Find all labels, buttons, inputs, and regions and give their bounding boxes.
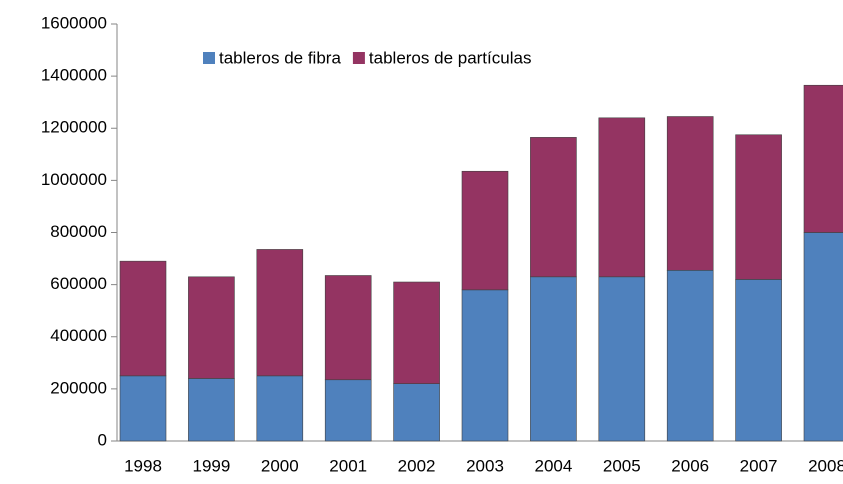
x-tick-label: 1998 (124, 456, 162, 475)
bar-segment (598, 276, 646, 442)
bar-segment (393, 281, 440, 384)
bar-segment (461, 170, 509, 291)
bar-segment (188, 378, 235, 442)
y-tick-label: 400000 (50, 326, 107, 345)
x-tick-label: 2006 (671, 456, 709, 475)
bar-segment (256, 375, 304, 442)
bar-segment (188, 276, 235, 379)
bar-segment (393, 383, 440, 442)
x-tick-label: 2002 (398, 456, 436, 475)
x-tick-label: 2008 (808, 456, 843, 475)
bar-segment (803, 232, 843, 442)
y-tick-label: 600000 (50, 274, 107, 293)
bar-segment (324, 379, 372, 442)
legend-swatch (352, 52, 365, 64)
bar-segment (598, 117, 646, 278)
x-tick-label: 2004 (534, 456, 572, 475)
bar-segment (666, 269, 714, 442)
bar-segment (666, 116, 714, 271)
x-tick-label: 2000 (261, 456, 299, 475)
y-tick-label: 1600000 (41, 13, 107, 32)
bar-segment (324, 275, 372, 381)
bar-segment (461, 289, 509, 442)
bar-segment (119, 260, 167, 377)
bar-segment (256, 249, 304, 377)
bar-segment (735, 279, 782, 442)
bar-segment (530, 137, 577, 278)
y-tick-label: 1200000 (41, 118, 107, 137)
x-tick-label: 2005 (603, 456, 641, 475)
bar-segment (119, 375, 167, 442)
x-tick-label: 1999 (192, 456, 230, 475)
legend-swatch (203, 52, 215, 64)
y-tick-label: 1000000 (41, 170, 107, 189)
y-tick-label: 800000 (50, 222, 107, 241)
y-tick-label: 1400000 (41, 66, 107, 85)
y-tick-label: 0 (98, 430, 107, 449)
bar-segment (530, 276, 577, 442)
bar-segment (735, 134, 782, 280)
y-tick-label: 200000 (50, 378, 107, 397)
x-tick-label: 2007 (740, 456, 778, 475)
legend-label: tableros de partículas (369, 48, 532, 67)
x-tick-label: 2001 (329, 456, 367, 475)
bar-segment (803, 84, 843, 233)
legend-label: tableros de fibra (219, 48, 341, 67)
x-tick-label: 2003 (466, 456, 504, 475)
